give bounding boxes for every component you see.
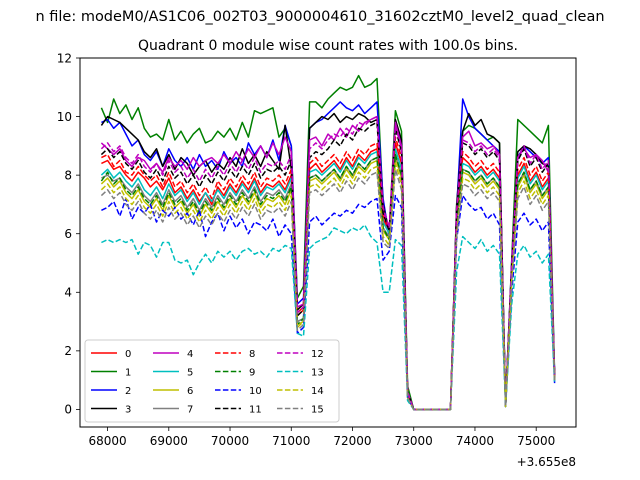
series-line-14 [100,162,556,411]
legend-label-7: 7 [187,405,193,416]
x-tick-label: 72000 [333,434,371,448]
series-line-0 [101,142,556,411]
y-tick-label: 2 [64,344,72,358]
x-tick-label: 73000 [395,434,433,448]
x-tick-label: 69000 [150,434,188,448]
series-line-2 [101,98,556,411]
x-axis: 68000 69000 70000 71000 72000 73000 74000 75000 [88,427,555,448]
legend-label-13: 13 [311,368,324,379]
legend-label-0: 0 [125,349,131,360]
legend-label-4: 4 [187,349,193,360]
x-tick-label: 68000 [88,434,126,448]
legend-label-14: 14 [311,386,324,397]
series-line-13 [101,224,556,411]
series-line-4 [100,115,556,411]
series-line-5 [100,148,556,411]
legend-label-6: 6 [187,386,193,397]
y-tick-label: 6 [64,227,72,241]
legend-label-12: 12 [311,349,324,360]
x-tick-label: 71000 [272,434,310,448]
series-line-12 [100,115,556,411]
y-axis: 0 2 4 6 8 10 12 [57,51,80,417]
figure-title: n file: modeM0/AS1C06_002T03_9000004610_… [35,9,604,25]
chart-title: Quadrant 0 module wise count rates with … [138,38,518,54]
legend-box [84,339,340,423]
series-line-8 [101,136,556,411]
series-line-6 [100,156,556,411]
legend-label-11: 11 [249,405,262,416]
y-tick-label: 12 [57,51,72,65]
legend-label-5: 5 [187,368,193,379]
series-line-11 [100,121,556,411]
legend-label-10: 10 [249,386,262,397]
x-tick-label: 74000 [456,434,494,448]
series-line-9 [100,153,556,411]
x-tick-label: 75000 [517,434,555,448]
legend-label-2: 2 [125,386,131,397]
y-tick-label: 4 [64,286,72,300]
legend-label-9: 9 [249,368,255,379]
legend-label-8: 8 [249,349,255,360]
x-tick-label: 70000 [211,434,249,448]
y-tick-label: 8 [64,168,72,182]
x-offset-label: +3.655e8 [517,455,576,469]
y-tick-label: 0 [64,403,72,417]
plot-lines [100,74,556,411]
legend-label-15: 15 [311,405,324,416]
legend-label-3: 3 [125,405,131,416]
plot-frame [79,57,577,428]
legend-label-1: 1 [125,368,131,379]
y-tick-label: 10 [57,110,72,124]
series-line-15 [100,168,556,411]
